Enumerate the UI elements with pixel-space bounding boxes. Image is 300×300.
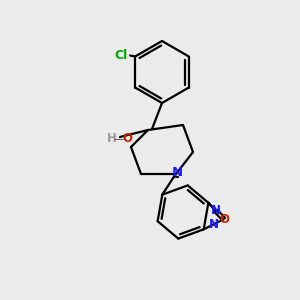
Text: N: N [211, 205, 221, 218]
Text: H: H [107, 133, 117, 146]
Text: Cl: Cl [115, 49, 128, 62]
Text: O: O [122, 133, 132, 146]
Text: N: N [171, 167, 183, 179]
Text: O: O [220, 213, 230, 226]
Text: N: N [209, 218, 219, 231]
Text: —: — [114, 134, 124, 144]
